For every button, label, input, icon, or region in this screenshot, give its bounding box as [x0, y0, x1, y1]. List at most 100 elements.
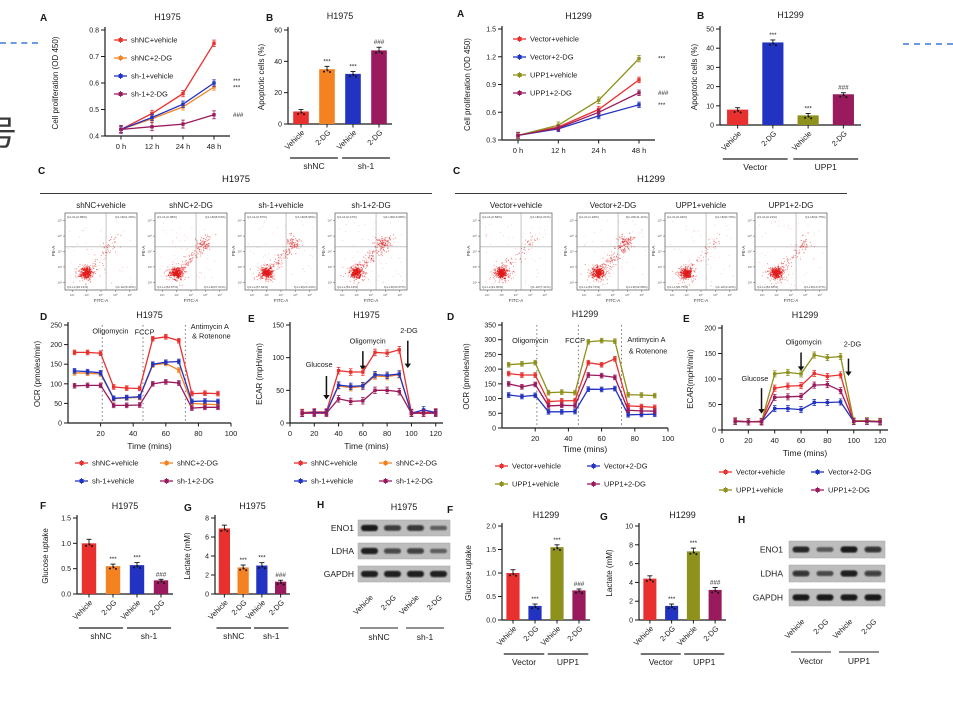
svg-text:PE-A: PE-A: [741, 246, 746, 257]
svg-text:B: B: [697, 11, 704, 22]
svg-text:10²: 10²: [160, 293, 164, 297]
bar-Vehicle: [81, 543, 97, 594]
svg-text:10²: 10²: [570, 280, 574, 284]
svg-text:Oligomycin: Oligomycin: [92, 327, 128, 336]
svg-text:Q1-UR(1.49%): Q1-UR(1.49%): [115, 215, 135, 219]
svg-text:24 h: 24 h: [591, 146, 606, 155]
svg-text:###: ###: [156, 571, 167, 578]
legend-item-sh-1+vehicle: [75, 478, 88, 484]
svg-text:FITC-A: FITC-A: [184, 298, 199, 303]
svg-text:shNC: shNC: [303, 161, 324, 171]
svg-text:FITC-A: FITC-A: [94, 298, 109, 303]
scatter-points: [159, 222, 217, 286]
blot-strip-GAPDH: [357, 565, 451, 583]
flow-plot-shNC+2-DG: shNC+2-DG Q1-UL(0.38%) Q1-UR(8.54%) Q1-LL(6…: [141, 201, 228, 303]
svg-text:10⁶: 10⁶: [237, 219, 242, 223]
svg-text:UPP1+vehicle: UPP1+vehicle: [676, 201, 727, 210]
svg-text:sh-1+2-DG: sh-1+2-DG: [396, 477, 433, 486]
svg-text:Q1-UR(0.79%): Q1-UR(0.79%): [715, 215, 735, 219]
flow-plot-UPP1+2-DG: UPP1+2-DG Q1-UL(0.21%) Q1-UR(2.75%) Q1-LL(8…: [741, 201, 828, 303]
svg-text:###: ###: [374, 39, 385, 46]
bar-Vehicle: [727, 109, 749, 125]
svg-text:Q1-UL(1.18%): Q1-UL(1.18%): [579, 215, 599, 219]
bar-2-DG: [528, 605, 542, 620]
svg-text:10⁴: 10⁴: [699, 293, 704, 297]
flow-plot-Vector+vehicle: Vector+vehicle Q1-UL(0.58%) Q1-UR(1.01%) Q1…: [466, 201, 553, 303]
svg-text:0: 0: [288, 429, 292, 438]
svg-text:0.4: 0.4: [89, 134, 99, 141]
svg-text:Q1-LR(23.44%): Q1-LR(23.44%): [294, 285, 316, 289]
svg-text:***: ***: [233, 78, 241, 85]
svg-text:10²: 10²: [148, 280, 152, 284]
flow-plot-shNC+vehicle: shNC+vehicle Q1-UL(0.95%) Q1-UR(1.49%) Q1-L…: [51, 201, 138, 303]
svg-text:48 h: 48 h: [632, 146, 647, 155]
svg-text:Vehicle: Vehicle: [283, 128, 306, 151]
legend-item-UPP1+vehicle: [495, 481, 508, 487]
svg-text:10⁶: 10⁶: [398, 293, 403, 297]
svg-text:10⁴: 10⁴: [514, 293, 519, 297]
svg-text:***: ***: [109, 556, 117, 563]
svg-text:10⁴: 10⁴: [747, 250, 752, 254]
panel-letter-flow_h1975: C: [38, 166, 46, 177]
series-sh-1+2-DG: [300, 386, 438, 417]
svg-text:120: 120: [429, 429, 442, 438]
svg-text:40: 40: [334, 429, 342, 438]
dashed-line-left: [0, 42, 38, 44]
svg-text:200: 200: [50, 342, 62, 349]
svg-text:10⁵: 10⁵: [569, 234, 574, 238]
axes: 0.3 0.6 0.9 1.2 1.5 0 h 12 h 24 h 48 h: [486, 26, 655, 155]
series-sh-1+2-DG: [119, 110, 216, 134]
svg-text:UPP1+2-DG: UPP1+2-DG: [769, 201, 814, 210]
svg-text:50: 50: [706, 27, 714, 34]
panel-F-glucose_h1299: 0.0 0.5 1.0 1.5 2.0 Vehicle 2-DG *** Vehicle *** 2…: [443, 496, 603, 696]
legend-item-Vector+vehicle: [719, 469, 732, 475]
panel-D-ocr_h1975-svg: 0 50 100 150 200 250 20 40 60 80 100 Oligomycin FCCP…: [33, 310, 237, 486]
svg-text:Q1-UL(0.47%): Q1-UL(0.47%): [337, 215, 357, 219]
legend-item-Vector+2-DG: [513, 54, 526, 60]
bars: [727, 39, 854, 129]
svg-text:shNC+2-DG: shNC+2-DG: [177, 459, 218, 468]
legend-item-shNC+2-DG: [114, 55, 127, 61]
bar-2-DG: [371, 50, 387, 124]
svg-text:###: ###: [233, 112, 244, 119]
scatter-points: [580, 220, 646, 286]
legend-item-shNC+vehicle: [294, 460, 307, 466]
svg-text:UPP1+vehicle: UPP1+vehicle: [530, 71, 577, 80]
svg-text:Q1-UR(1.01%): Q1-UR(1.01%): [530, 215, 550, 219]
panel-A-prolif_h1299: 0.3 0.6 0.9 1.2 1.5 0 h 12 h 24 h 48 h *** ### *** H…: [443, 3, 675, 165]
bars: [293, 46, 387, 128]
svg-text:10⁶: 10⁶: [57, 219, 62, 223]
svg-text:8: 8: [205, 516, 209, 523]
series-sh-1+vehicle: [300, 370, 438, 417]
bar-2-DG: [105, 566, 121, 594]
svg-text:Lactate (mM): Lactate (mM): [183, 532, 192, 579]
svg-text:60: 60: [274, 28, 282, 35]
svg-text:10³: 10³: [328, 265, 332, 269]
svg-text:Q1-LR(7.41%): Q1-LR(7.41%): [531, 285, 551, 289]
svg-text:10⁶: 10⁶: [543, 293, 548, 297]
svg-text:GAPDH: GAPDH: [324, 569, 354, 579]
svg-text:4: 4: [205, 554, 209, 561]
legend-item-sh-1+vehicle: [294, 478, 307, 484]
series-sh-1+2-DG: [72, 379, 220, 411]
svg-text:10⁵: 10⁵: [293, 293, 298, 297]
svg-text:Q1-LL(54.73%): Q1-LL(54.73%): [579, 285, 600, 289]
axes: 0 50 100 150 0 20 40 60 80 100 120: [272, 322, 443, 438]
svg-text:30: 30: [706, 65, 714, 72]
svg-text:10⁶: 10⁶: [728, 293, 733, 297]
svg-text:H1975: H1975: [391, 502, 418, 512]
blot-bands-ENO1: [361, 524, 447, 532]
legend-item-shNC+vehicle: [114, 37, 127, 43]
svg-text:***: ***: [349, 64, 357, 71]
svg-text:10⁴: 10⁴: [657, 250, 662, 254]
svg-text:PE-A: PE-A: [141, 246, 146, 257]
svg-text:250: 250: [50, 323, 62, 330]
svg-text:###: ###: [275, 572, 286, 579]
svg-text:Q1-UL(0.57%): Q1-UL(0.57%): [247, 215, 267, 219]
scatter-points: [68, 220, 133, 286]
svg-text:2-DG: 2-DG: [379, 593, 398, 612]
